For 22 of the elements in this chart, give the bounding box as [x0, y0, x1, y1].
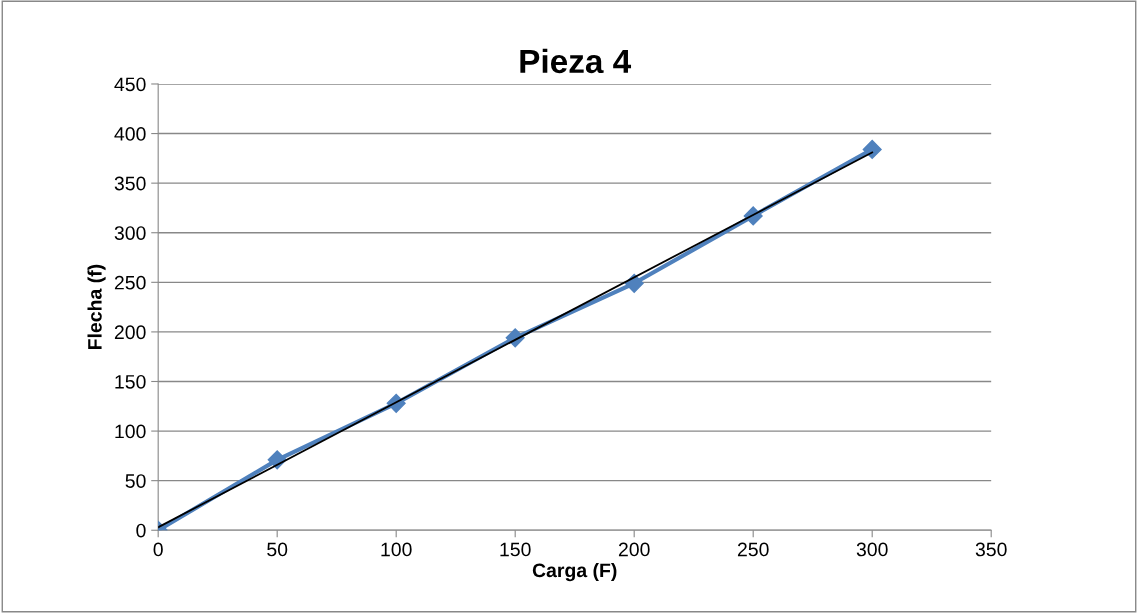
- y-tick-label: 350: [114, 176, 146, 191]
- x-tick-label: 200: [618, 542, 650, 557]
- y-tick-label: 50: [125, 474, 146, 488]
- x-tick-label: 300: [856, 542, 888, 557]
- y-tick-label: 450: [114, 77, 146, 92]
- y-tick-label: 200: [114, 325, 146, 340]
- y-tick-label: 0: [136, 523, 146, 538]
- x-tick-label: 50: [267, 542, 288, 557]
- x-axis-title: Carga (F): [532, 562, 617, 582]
- x-tick-label: 0: [153, 542, 163, 557]
- point: [862, 139, 882, 159]
- y-tick-label: 300: [114, 226, 146, 240]
- y-axis-title: Flecha (f): [87, 264, 106, 350]
- x-tick-label: 100: [381, 542, 412, 557]
- chart-title: Pieza 4: [520, 48, 632, 74]
- y-tick-label: 100: [115, 424, 146, 439]
- y-tick-label: 150: [115, 374, 146, 389]
- x-tick-label: 150: [500, 542, 531, 557]
- y-tick-label: 250: [114, 275, 146, 290]
- x-tick-label: 250: [737, 542, 769, 557]
- x-tick-label: 350: [975, 542, 1007, 557]
- y-tick-label: 400: [114, 127, 146, 141]
